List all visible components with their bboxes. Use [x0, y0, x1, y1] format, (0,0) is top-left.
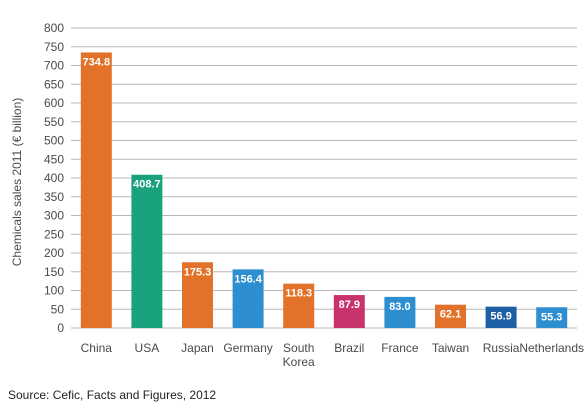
x-category-label: France: [381, 341, 419, 355]
y-tick-label: 650: [44, 77, 64, 91]
x-axis-category-labels: China USA Japan Germany South Korea Brazil Fran…: [81, 341, 584, 369]
bar-value-label: 87.9: [339, 299, 360, 311]
y-tick-label: 300: [44, 209, 64, 223]
y-tick-label: 0: [57, 321, 64, 335]
bar-russia: [485, 306, 517, 328]
bar-value-label: 55.3: [541, 311, 562, 323]
x-category-label: Japan: [181, 341, 214, 355]
y-tick-label: 550: [44, 115, 64, 129]
y-tick-label: 100: [44, 284, 64, 298]
x-category-label: Taiwan: [432, 341, 469, 355]
bars: [80, 52, 568, 328]
bar-taiwan: [435, 304, 466, 328]
bar-value-labels: 734.8 408.7 175.3 156.4 118.3 87.9 83.0 62.1 56.…: [83, 56, 563, 323]
bar-value-label: 734.8: [83, 56, 111, 68]
bar-brazil: [333, 295, 365, 328]
x-category-label: USA: [135, 341, 160, 355]
bar-value-label: 83.0: [389, 301, 410, 313]
bar-value-label: 408.7: [133, 179, 161, 191]
bar-south-korea: [283, 283, 315, 328]
x-category-label: China: [81, 341, 113, 355]
x-category-label: Netherlands: [519, 341, 584, 355]
x-category-label: South Korea: [283, 341, 315, 369]
y-tick-label: 200: [44, 246, 64, 260]
bar-germany: [232, 269, 264, 328]
bar-value-label: 56.9: [490, 311, 511, 323]
y-tick-label: 600: [44, 96, 64, 110]
y-tick-label: 50: [51, 302, 65, 316]
bar-value-label: 175.3: [184, 266, 212, 278]
bar-france: [384, 296, 416, 328]
bar-china: [80, 52, 112, 328]
y-tick-label: 500: [44, 134, 64, 148]
bar-value-label: 118.3: [285, 288, 312, 300]
bar-value-label: 62.1: [440, 309, 461, 321]
source-note: Source: Cefic, Facts and Figures, 2012: [8, 388, 217, 402]
x-category-label: Russia: [483, 341, 520, 355]
y-tick-label: 250: [44, 227, 64, 241]
x-category-label: Germany: [223, 341, 272, 355]
bar-usa: [131, 174, 163, 328]
y-tick-label: 150: [44, 265, 64, 279]
y-tick-label: 750: [44, 40, 64, 54]
y-tick-label: 800: [44, 21, 64, 35]
y-tick-label: 700: [44, 59, 64, 73]
bar-japan: [182, 262, 213, 328]
y-tick-label: 450: [44, 152, 64, 166]
bar-value-label: 156.4: [234, 273, 262, 285]
y-tick-label: 400: [44, 171, 64, 185]
y-axis-ticks: 0 50 100 150 200 250 300 350 400 450 500 550 600 650 7…: [44, 21, 64, 335]
y-tick-label: 350: [44, 190, 64, 204]
bar-netherlands: [536, 307, 568, 328]
x-category-label: Brazil: [334, 341, 364, 355]
y-axis-label: Chemicals sales 2011 (€ billion): [10, 98, 24, 267]
